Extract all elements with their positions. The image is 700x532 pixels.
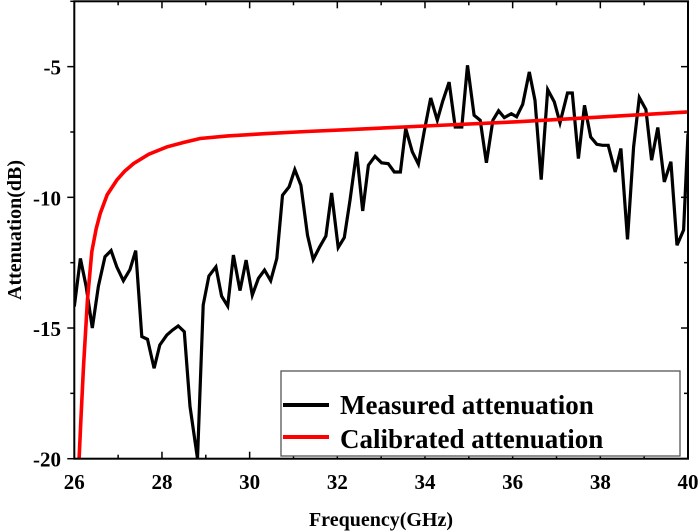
y-tick-label: -15 bbox=[33, 317, 61, 341]
plot-area bbox=[74, 65, 689, 459]
axis-ticks bbox=[67, 0, 689, 460]
series-line-measured bbox=[74, 65, 689, 459]
y-tick-label: -10 bbox=[33, 186, 61, 210]
x-tick-label: 40 bbox=[678, 470, 699, 494]
legend-label-measured: Measured attenuation bbox=[340, 390, 594, 420]
x-axis-title: Frequency(GHz) bbox=[309, 509, 453, 531]
y-axis-title: Attenuation(dB) bbox=[4, 160, 26, 300]
x-tick-label: 32 bbox=[327, 470, 348, 494]
y-tick-label: -20 bbox=[33, 448, 61, 472]
tick-labels: 26 28 30 32 34 36 38 40 -5 -10 -15 -20 bbox=[33, 56, 699, 494]
legend-label-calibrated: Calibrated attenuation bbox=[340, 424, 603, 454]
legend-box bbox=[280, 370, 681, 457]
x-tick-label: 38 bbox=[590, 470, 611, 494]
x-tick-label: 26 bbox=[64, 470, 85, 494]
series-line-calibrated bbox=[77, 110, 689, 459]
x-tick-label: 30 bbox=[239, 470, 260, 494]
x-tick-label: 36 bbox=[502, 470, 523, 494]
x-tick-label: 34 bbox=[414, 470, 436, 494]
y-tick-label: -5 bbox=[44, 56, 62, 80]
x-tick-label: 28 bbox=[151, 470, 172, 494]
legend: Measured attenuation Calibrated attenuat… bbox=[280, 370, 681, 457]
